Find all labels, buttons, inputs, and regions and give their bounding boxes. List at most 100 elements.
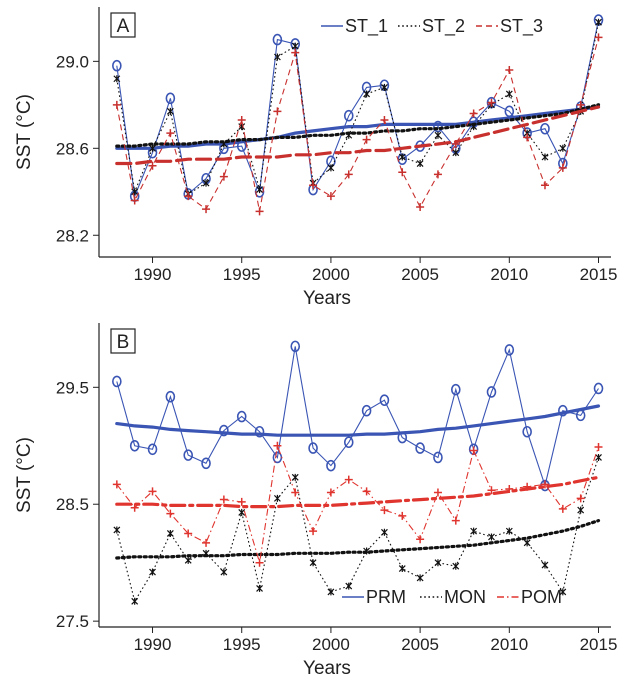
data-point xyxy=(202,179,210,187)
y-tick-label: 28.2 xyxy=(56,226,89,245)
data-point xyxy=(594,33,603,42)
data-point xyxy=(397,431,408,444)
data-point xyxy=(343,436,354,449)
data-point xyxy=(363,547,371,555)
series-prm xyxy=(112,340,604,492)
legend-label: POM xyxy=(521,587,562,607)
data-point xyxy=(451,516,460,525)
data-point xyxy=(576,494,585,503)
data-point xyxy=(576,100,585,109)
data-point xyxy=(594,442,603,451)
data-point xyxy=(112,100,121,109)
data-point xyxy=(433,170,442,179)
y-tick-label: 27.5 xyxy=(56,612,89,631)
data-point xyxy=(469,446,478,455)
legend-label: ST_1 xyxy=(345,16,388,37)
data-point xyxy=(433,488,442,497)
data-point xyxy=(273,441,282,450)
trend-line xyxy=(115,105,601,150)
data-point xyxy=(363,90,371,98)
data-point xyxy=(541,561,549,569)
data-point xyxy=(416,574,424,582)
data-point xyxy=(470,123,478,131)
data-point xyxy=(149,144,156,152)
trend-line xyxy=(115,475,601,509)
series-st-1 xyxy=(112,14,604,202)
data-point xyxy=(254,425,265,438)
data-point xyxy=(183,449,193,461)
data-point xyxy=(130,503,139,512)
data-point xyxy=(166,107,174,115)
data-point xyxy=(273,494,281,502)
data-point xyxy=(540,480,549,489)
data-point xyxy=(291,42,299,50)
trend-line xyxy=(115,518,601,560)
data-point xyxy=(345,131,353,139)
data-point xyxy=(522,425,532,438)
x-tick-label: 2015 xyxy=(580,265,618,284)
data-point xyxy=(416,203,425,211)
series-mon xyxy=(113,453,602,605)
data-point xyxy=(291,473,299,481)
data-point xyxy=(362,135,371,144)
data-point xyxy=(344,170,353,179)
data-point xyxy=(112,59,122,72)
data-point xyxy=(166,529,174,537)
x-tick-label: 2015 xyxy=(580,635,618,654)
data-point xyxy=(523,133,532,142)
data-point xyxy=(505,66,514,75)
data-point xyxy=(219,172,228,181)
data-point xyxy=(595,453,602,461)
data-point xyxy=(593,382,604,395)
data-point xyxy=(343,109,354,122)
x-tick-label: 2010 xyxy=(490,265,528,284)
data-point xyxy=(344,475,353,484)
x-tick-label: 2005 xyxy=(401,635,439,654)
data-point xyxy=(255,558,264,567)
data-point xyxy=(273,53,281,61)
data-point xyxy=(575,409,586,422)
data-line xyxy=(116,346,599,488)
data-line xyxy=(116,443,600,563)
y-tick-label: 29.5 xyxy=(56,378,89,397)
data-point xyxy=(291,488,300,497)
data-point xyxy=(237,497,246,506)
data-point xyxy=(558,163,567,172)
legend-label: ST_3 xyxy=(500,16,543,37)
data-point xyxy=(112,375,122,388)
data-point xyxy=(361,404,372,417)
data-point xyxy=(236,410,247,423)
x-tick-label: 1990 xyxy=(134,635,172,654)
data-point xyxy=(273,107,282,116)
data-point xyxy=(452,149,460,157)
data-point xyxy=(451,139,460,148)
data-point xyxy=(327,588,335,596)
data-point xyxy=(487,98,496,107)
x-tick-label: 1995 xyxy=(223,635,261,654)
data-point xyxy=(202,205,211,214)
panel-label: B xyxy=(117,332,130,353)
data-line xyxy=(116,457,600,603)
data-point xyxy=(504,105,515,118)
data-point xyxy=(398,153,406,161)
series-st-2 xyxy=(113,18,602,198)
data-point xyxy=(469,109,478,118)
data-point xyxy=(202,549,210,557)
data-point xyxy=(148,161,157,170)
data-point xyxy=(148,487,157,496)
y-axis-label: SST (°C) xyxy=(14,94,35,170)
data-point xyxy=(327,164,335,172)
y-axis-label: SST (°C) xyxy=(14,437,35,513)
data-point xyxy=(272,33,283,46)
data-point xyxy=(238,508,246,516)
x-tick-label: 2010 xyxy=(490,635,528,654)
data-line xyxy=(116,22,600,195)
x-tick-label: 1990 xyxy=(134,265,172,284)
x-tick-label: 2000 xyxy=(312,635,350,654)
data-point xyxy=(184,192,193,201)
data-point xyxy=(398,511,407,520)
data-point xyxy=(326,488,335,497)
data-point xyxy=(256,186,263,194)
legend-label: PRM xyxy=(366,587,406,607)
